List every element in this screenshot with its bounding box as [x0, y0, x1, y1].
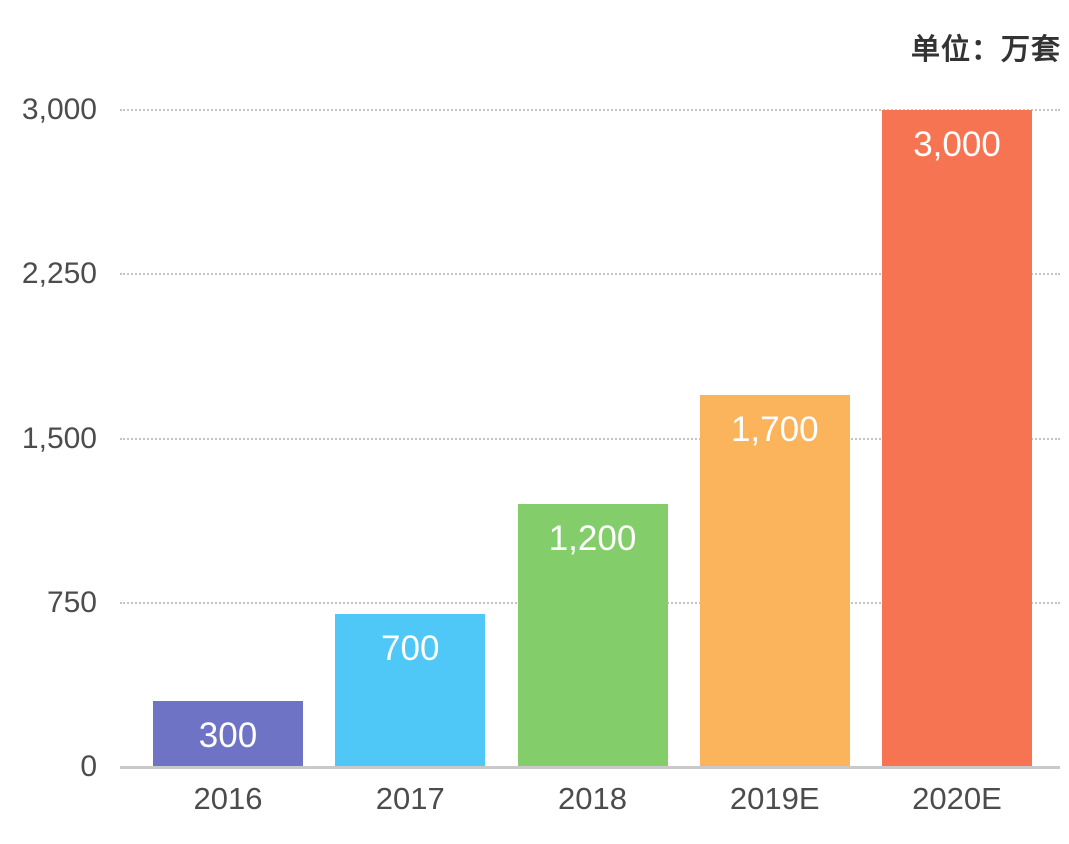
gridline	[120, 437, 1060, 440]
x-axis: 2016 2017 2018 2019E 2020E	[153, 781, 1032, 817]
bar-value-label: 1,700	[730, 409, 819, 449]
y-axis: 0 750 1,500 2,250 3,000	[0, 93, 97, 783]
bar-2018: 1,200	[517, 504, 668, 767]
y-tick-label: 750	[46, 585, 97, 619]
unit-label: 单位：万套	[910, 34, 1061, 66]
bar-value-label: 1,200	[548, 519, 637, 559]
x-tick-label: 2020E	[912, 781, 1002, 816]
x-axis-line	[120, 766, 1060, 769]
bars-row: 300 700 1,200 1,700 3,000	[153, 110, 1032, 767]
bar-value-label: 300	[198, 716, 258, 756]
plot-area: 300 700 1,200 1,700 3,000	[120, 109, 1060, 769]
x-tick-label: 2018	[558, 781, 627, 816]
bar-2017: 700	[335, 613, 486, 767]
y-tick-label: 0	[80, 750, 97, 783]
y-tick-label: 2,250	[21, 257, 97, 291]
bar-2016: 300	[153, 701, 303, 767]
x-tick-label: 2017	[375, 781, 445, 816]
bar-2019E: 1,700	[699, 394, 850, 767]
gridline	[120, 273, 1060, 276]
bar-2020E: 3,000	[882, 110, 1032, 767]
y-tick-label: 1,500	[21, 421, 97, 455]
bar-value-label: 700	[381, 628, 440, 668]
gridline	[120, 109, 1060, 111]
y-tick-label: 3,000	[21, 93, 97, 126]
bar-value-label: 3,000	[913, 125, 1001, 164]
x-tick-label: 2019E	[729, 781, 820, 816]
x-tick-label: 2016	[193, 781, 263, 816]
